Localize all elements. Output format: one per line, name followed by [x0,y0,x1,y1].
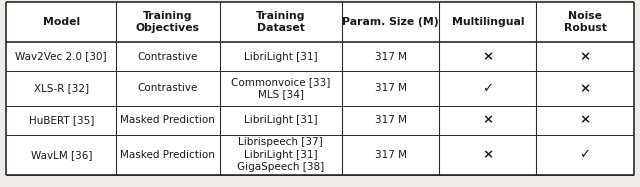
Text: ×: × [482,148,493,161]
Text: 317 M: 317 M [374,150,406,160]
Text: Model: Model [43,17,80,27]
Text: WavLM [36]: WavLM [36] [31,150,92,160]
Text: HuBERT [35]: HuBERT [35] [29,115,94,125]
Text: Librispeech [37]
LibriLight [31]
GigaSpeech [38]: Librispeech [37] LibriLight [31] GigaSpe… [237,137,324,172]
Text: XLS-R [32]: XLS-R [32] [34,83,89,93]
Text: 317 M: 317 M [374,115,406,125]
Text: 317 M: 317 M [374,52,406,62]
Text: Masked Prediction: Masked Prediction [120,115,215,125]
Text: ×: × [579,50,591,63]
Text: 317 M: 317 M [374,83,406,93]
Text: LibriLight [31]: LibriLight [31] [244,52,317,62]
Text: ×: × [482,114,493,127]
Text: Training
Dataset: Training Dataset [256,11,305,33]
Text: Contrastive: Contrastive [138,83,198,93]
Text: ✓: ✓ [579,148,591,161]
Text: Training
Objectives: Training Objectives [136,11,200,33]
Text: LibriLight [31]: LibriLight [31] [244,115,317,125]
Text: Commonvoice [33]
MLS [34]: Commonvoice [33] MLS [34] [231,77,330,99]
Text: ✓: ✓ [482,82,493,95]
Text: ×: × [579,82,591,95]
Text: ×: × [482,50,493,63]
Text: Noise
Robust: Noise Robust [564,11,607,33]
Text: ×: × [579,114,591,127]
Text: Multilingual: Multilingual [452,17,524,27]
Text: Contrastive: Contrastive [138,52,198,62]
Text: Wav2Vec 2.0 [30]: Wav2Vec 2.0 [30] [15,52,107,62]
Text: Masked Prediction: Masked Prediction [120,150,215,160]
Text: Param. Size (M): Param. Size (M) [342,17,439,27]
